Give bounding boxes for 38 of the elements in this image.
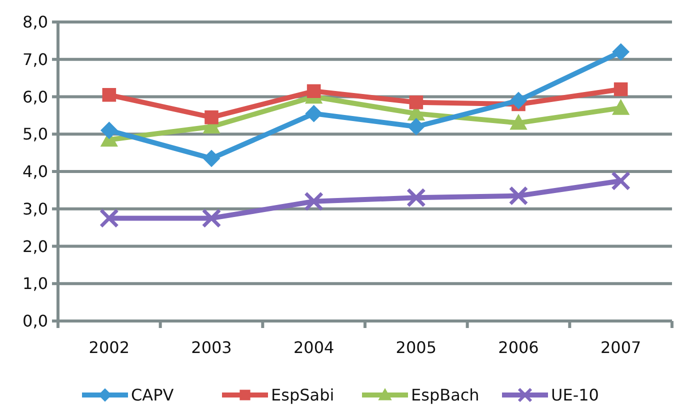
point (304, 192, 324, 212)
x-tick-label: 2005 (396, 338, 437, 357)
point (611, 171, 631, 191)
point (614, 82, 628, 96)
point (99, 208, 119, 228)
x-tick-label: 2006 (498, 338, 539, 357)
point (612, 43, 630, 60)
point (203, 150, 220, 167)
point (409, 95, 424, 110)
legend-label: EspSabi (271, 386, 334, 405)
legend-label: CAPV (131, 386, 174, 405)
y-tick-label: 3,0 (22, 199, 48, 218)
point (508, 186, 528, 206)
point (202, 208, 222, 228)
point (100, 122, 118, 139)
point (612, 99, 630, 115)
x-tick-label: 2007 (600, 338, 642, 357)
y-tick-label: 6,0 (22, 87, 48, 106)
y-tick-label: 7,0 (22, 50, 48, 69)
point (102, 88, 116, 102)
point (510, 114, 527, 130)
y-tick-label: 5,0 (22, 124, 48, 144)
y-tick-label: 4,0 (22, 162, 48, 182)
point (510, 92, 527, 109)
point (305, 105, 322, 122)
point (406, 188, 426, 208)
legend-label: UE-10 (551, 386, 599, 405)
x-tick-label: 2003 (191, 338, 232, 357)
point (408, 118, 425, 136)
point (306, 84, 321, 98)
y-tick-label: 2,0 (22, 236, 48, 256)
x-tick-label: 2004 (293, 338, 334, 357)
legend-label: EspBach (411, 386, 480, 405)
y-tick-label: 8,0 (22, 12, 48, 32)
y-tick-label: 0,0 (22, 312, 48, 331)
x-tick-label: 2002 (88, 338, 130, 357)
y-tick-label: 1,0 (22, 274, 48, 294)
point (204, 110, 218, 124)
